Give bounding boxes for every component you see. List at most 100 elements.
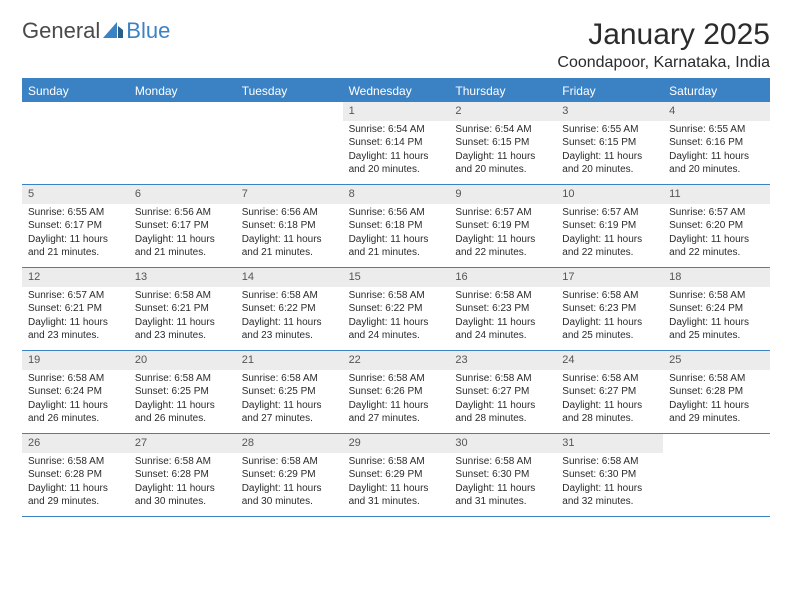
cell-line: Sunset: 6:30 PM (562, 468, 657, 482)
weekday-header: Wednesday (343, 80, 450, 102)
calendar-page: General Blue January 2025 Coondapoor, Ka… (0, 0, 792, 535)
cell-body: Sunrise: 6:57 AMSunset: 6:19 PMDaylight:… (556, 204, 663, 264)
header: General Blue January 2025 Coondapoor, Ka… (22, 18, 770, 72)
brand-part1: General (22, 18, 100, 44)
cell-line: Sunset: 6:19 PM (455, 219, 550, 233)
cell-line: Sunset: 6:28 PM (28, 468, 123, 482)
cell-line: Sunset: 6:21 PM (135, 302, 230, 316)
weekday-header-row: SundayMondayTuesdayWednesdayThursdayFrid… (22, 80, 770, 102)
cell-body: Sunrise: 6:56 AMSunset: 6:18 PMDaylight:… (236, 204, 343, 264)
cell-line: Daylight: 11 hours (242, 316, 337, 330)
cell-line: Sunset: 6:19 PM (562, 219, 657, 233)
page-title: January 2025 (557, 18, 770, 52)
cell-line: Daylight: 11 hours (562, 399, 657, 413)
cell-line: Sunrise: 6:55 AM (28, 206, 123, 220)
calendar-cell: 16Sunrise: 6:58 AMSunset: 6:23 PMDayligh… (449, 268, 556, 350)
cell-line: Daylight: 11 hours (455, 399, 550, 413)
cell-line: and 28 minutes. (562, 412, 657, 426)
cell-line: Sunrise: 6:56 AM (135, 206, 230, 220)
calendar-cell: 24 Sunrise: 6:58 AMSunset: 6:27 PMDayligh… (556, 351, 663, 433)
calendar-cell: 3Sunrise: 6:55 AMSunset: 6:15 PMDaylight… (556, 102, 663, 184)
calendar-cell: 6Sunrise: 6:56 AMSunset: 6:17 PMDaylight… (129, 185, 236, 267)
cell-line: and 21 minutes. (242, 246, 337, 260)
cell-line: Sunrise: 6:58 AM (562, 372, 657, 386)
cell-line: Sunrise: 6:58 AM (562, 289, 657, 303)
calendar-cell: 26Sunrise: 6:58 AMSunset: 6:28 PMDayligh… (22, 434, 129, 516)
weekday-header: Tuesday (236, 80, 343, 102)
cell-line: and 23 minutes. (135, 329, 230, 343)
cell-line: Daylight: 11 hours (28, 233, 123, 247)
cell-body: Sunrise: 6:58 AMSunset: 6:27 PMDaylight:… (449, 370, 556, 430)
calendar-cell: 17Sunrise: 6:58 AMSunset: 6:23 PMDayligh… (556, 268, 663, 350)
cell-line: and 20 minutes. (455, 163, 550, 177)
calendar-cell: 10Sunrise: 6:57 AMSunset: 6:19 PMDayligh… (556, 185, 663, 267)
cell-line: Daylight: 11 hours (135, 482, 230, 496)
cell-line: and 23 minutes. (242, 329, 337, 343)
calendar-cell: 1Sunrise: 6:54 AMSunset: 6:14 PMDaylight… (343, 102, 450, 184)
calendar-cell: 11Sunrise: 6:57 AMSunset: 6:20 PMDayligh… (663, 185, 770, 267)
cell-line: Sunrise: 6:58 AM (455, 372, 550, 386)
cell-line: and 32 minutes. (562, 495, 657, 509)
cell-line: Sunset: 6:28 PM (669, 385, 764, 399)
day-number: 28 (236, 434, 343, 453)
calendar-week: 1Sunrise: 6:54 AMSunset: 6:14 PMDaylight… (22, 102, 770, 185)
cell-line: Sunrise: 6:57 AM (562, 206, 657, 220)
cell-line: and 26 minutes. (135, 412, 230, 426)
cell-line: Sunset: 6:17 PM (135, 219, 230, 233)
calendar-cell: 29Sunrise: 6:58 AMSunset: 6:29 PMDayligh… (343, 434, 450, 516)
cell-body: Sunrise: 6:58 AMSunset: 6:22 PMDaylight:… (236, 287, 343, 347)
cell-body: Sunrise: 6:57 AMSunset: 6:20 PMDaylight:… (663, 204, 770, 264)
cell-body: Sunrise: 6:55 AMSunset: 6:15 PMDaylight:… (556, 121, 663, 181)
day-number: 5 (22, 185, 129, 204)
cell-line: Daylight: 11 hours (135, 399, 230, 413)
cell-body: Sunrise: 6:58 AMSunset: 6:29 PMDaylight:… (236, 453, 343, 513)
cell-line: Sunrise: 6:54 AM (349, 123, 444, 137)
cell-line: and 25 minutes. (669, 329, 764, 343)
cell-line: Sunrise: 6:58 AM (455, 455, 550, 469)
day-number: 24 (556, 351, 663, 370)
cell-body: Sunrise: 6:58 AMSunset: 6:28 PMDaylight:… (129, 453, 236, 513)
calendar-cell (129, 102, 236, 184)
cell-line: Sunrise: 6:58 AM (135, 455, 230, 469)
calendar-cell (22, 102, 129, 184)
calendar-cell: 2Sunrise: 6:54 AMSunset: 6:15 PMDaylight… (449, 102, 556, 184)
cell-line: Sunrise: 6:58 AM (28, 372, 123, 386)
cell-line: Sunrise: 6:56 AM (242, 206, 337, 220)
cell-line: and 26 minutes. (28, 412, 123, 426)
cell-line: Sunset: 6:27 PM (562, 385, 657, 399)
calendar-cell: 25Sunrise: 6:58 AMSunset: 6:28 PMDayligh… (663, 351, 770, 433)
day-number: 11 (663, 185, 770, 204)
cell-line: Sunset: 6:23 PM (562, 302, 657, 316)
cell-body: Sunrise: 6:55 AMSunset: 6:17 PMDaylight:… (22, 204, 129, 264)
calendar-cell: 4Sunrise: 6:55 AMSunset: 6:16 PMDaylight… (663, 102, 770, 184)
cell-line: Sunset: 6:15 PM (562, 136, 657, 150)
location-label: Coondapoor, Karnataka, India (557, 54, 770, 72)
cell-line: and 21 minutes. (28, 246, 123, 260)
cell-line: Sunrise: 6:58 AM (349, 289, 444, 303)
day-number: 20 (129, 351, 236, 370)
calendar-cell: 20Sunrise: 6:58 AMSunset: 6:25 PMDayligh… (129, 351, 236, 433)
cell-line: Sunset: 6:30 PM (455, 468, 550, 482)
cell-line: Daylight: 11 hours (562, 233, 657, 247)
cell-line: Daylight: 11 hours (669, 399, 764, 413)
cell-line: Sunrise: 6:54 AM (455, 123, 550, 137)
cell-line: Daylight: 11 hours (349, 150, 444, 164)
cell-line: Sunrise: 6:55 AM (562, 123, 657, 137)
calendar-cell: 9Sunrise: 6:57 AMSunset: 6:19 PMDaylight… (449, 185, 556, 267)
cell-line: and 20 minutes. (669, 163, 764, 177)
title-block: January 2025 Coondapoor, Karnataka, Indi… (557, 18, 770, 72)
weekday-header: Friday (556, 80, 663, 102)
calendar-week: 26Sunrise: 6:58 AMSunset: 6:28 PMDayligh… (22, 434, 770, 517)
day-number: 25 (663, 351, 770, 370)
cell-body: Sunrise: 6:58 AMSunset: 6:21 PMDaylight:… (129, 287, 236, 347)
cell-line: Daylight: 11 hours (455, 150, 550, 164)
cell-body: Sunrise: 6:58 AMSunset: 6:24 PMDaylight:… (663, 287, 770, 347)
cell-line: Sunset: 6:26 PM (349, 385, 444, 399)
calendar-cell: 31Sunrise: 6:58 AMSunset: 6:30 PMDayligh… (556, 434, 663, 516)
cell-line: Daylight: 11 hours (135, 233, 230, 247)
cell-line: and 20 minutes. (562, 163, 657, 177)
cell-line: Daylight: 11 hours (669, 233, 764, 247)
cell-line: Sunset: 6:24 PM (669, 302, 764, 316)
day-number: 4 (663, 102, 770, 121)
calendar-cell: 30Sunrise: 6:58 AMSunset: 6:30 PMDayligh… (449, 434, 556, 516)
